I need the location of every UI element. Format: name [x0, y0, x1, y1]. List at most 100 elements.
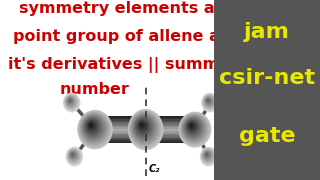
- Ellipse shape: [185, 118, 201, 136]
- Ellipse shape: [204, 95, 215, 108]
- Ellipse shape: [188, 122, 195, 130]
- Ellipse shape: [82, 115, 105, 140]
- Ellipse shape: [133, 115, 155, 140]
- Ellipse shape: [187, 121, 197, 132]
- Ellipse shape: [131, 112, 159, 145]
- Ellipse shape: [66, 96, 76, 107]
- Ellipse shape: [66, 96, 75, 106]
- Ellipse shape: [71, 153, 74, 156]
- Ellipse shape: [69, 150, 78, 161]
- Ellipse shape: [189, 123, 194, 128]
- Ellipse shape: [69, 151, 77, 160]
- Ellipse shape: [66, 147, 83, 166]
- Bar: [95, 117, 146, 119]
- Ellipse shape: [203, 150, 212, 160]
- Ellipse shape: [78, 110, 112, 148]
- Ellipse shape: [68, 98, 73, 104]
- Bar: [95, 141, 146, 143]
- Ellipse shape: [201, 148, 216, 165]
- Bar: [146, 121, 195, 123]
- Ellipse shape: [135, 118, 151, 136]
- Ellipse shape: [81, 114, 106, 142]
- Ellipse shape: [132, 114, 157, 143]
- Ellipse shape: [128, 109, 164, 150]
- Text: gate: gate: [239, 126, 295, 146]
- Ellipse shape: [131, 112, 158, 144]
- Ellipse shape: [206, 99, 210, 103]
- Ellipse shape: [69, 150, 78, 160]
- Ellipse shape: [66, 96, 76, 107]
- Bar: [95, 116, 146, 118]
- Bar: [146, 140, 195, 142]
- Ellipse shape: [187, 121, 198, 133]
- Bar: [146, 133, 195, 135]
- Ellipse shape: [188, 122, 196, 131]
- Ellipse shape: [69, 100, 70, 101]
- Ellipse shape: [180, 114, 208, 144]
- Ellipse shape: [63, 93, 80, 112]
- Ellipse shape: [205, 97, 213, 106]
- Ellipse shape: [81, 114, 107, 143]
- Ellipse shape: [134, 117, 152, 137]
- Bar: [146, 117, 195, 119]
- Ellipse shape: [188, 122, 196, 130]
- Ellipse shape: [130, 111, 161, 147]
- Bar: [95, 125, 146, 127]
- Ellipse shape: [202, 93, 218, 111]
- Ellipse shape: [66, 147, 82, 165]
- Ellipse shape: [86, 120, 98, 133]
- Bar: [95, 127, 146, 129]
- Ellipse shape: [200, 147, 217, 166]
- Ellipse shape: [137, 119, 148, 133]
- Bar: [95, 129, 146, 131]
- Ellipse shape: [206, 154, 207, 155]
- Ellipse shape: [179, 112, 211, 147]
- Ellipse shape: [64, 94, 79, 111]
- Ellipse shape: [206, 153, 208, 155]
- Ellipse shape: [67, 98, 73, 104]
- Ellipse shape: [190, 125, 192, 126]
- Ellipse shape: [72, 153, 73, 155]
- Ellipse shape: [180, 113, 209, 145]
- Ellipse shape: [84, 117, 102, 138]
- Ellipse shape: [190, 124, 192, 127]
- Ellipse shape: [186, 120, 199, 134]
- Ellipse shape: [85, 119, 100, 135]
- Ellipse shape: [203, 94, 216, 109]
- Ellipse shape: [65, 95, 77, 108]
- Ellipse shape: [204, 96, 214, 107]
- Ellipse shape: [63, 93, 81, 112]
- Ellipse shape: [132, 113, 157, 143]
- Bar: [146, 120, 195, 122]
- Ellipse shape: [129, 111, 161, 148]
- Ellipse shape: [201, 148, 215, 164]
- Text: jam: jam: [244, 22, 290, 42]
- Ellipse shape: [181, 114, 207, 143]
- Ellipse shape: [68, 149, 79, 162]
- Ellipse shape: [180, 113, 209, 145]
- Ellipse shape: [86, 119, 99, 134]
- Ellipse shape: [67, 148, 82, 165]
- Ellipse shape: [64, 93, 79, 111]
- Ellipse shape: [67, 148, 81, 164]
- Bar: [146, 127, 195, 129]
- Ellipse shape: [136, 118, 150, 135]
- Ellipse shape: [139, 122, 145, 129]
- Ellipse shape: [182, 115, 206, 142]
- Ellipse shape: [136, 119, 149, 134]
- Ellipse shape: [68, 99, 72, 103]
- Ellipse shape: [205, 153, 208, 156]
- Ellipse shape: [205, 153, 209, 157]
- Ellipse shape: [137, 120, 148, 132]
- Ellipse shape: [185, 119, 200, 136]
- Text: number: number: [60, 82, 129, 97]
- Text: symmetry elements and: symmetry elements and: [19, 1, 237, 16]
- Ellipse shape: [65, 95, 77, 109]
- Bar: [146, 141, 195, 143]
- Ellipse shape: [184, 118, 203, 138]
- Ellipse shape: [184, 118, 202, 137]
- Ellipse shape: [179, 112, 212, 148]
- Ellipse shape: [84, 117, 102, 137]
- Text: it's derivatives || summary: it's derivatives || summary: [8, 57, 248, 73]
- Ellipse shape: [140, 123, 143, 126]
